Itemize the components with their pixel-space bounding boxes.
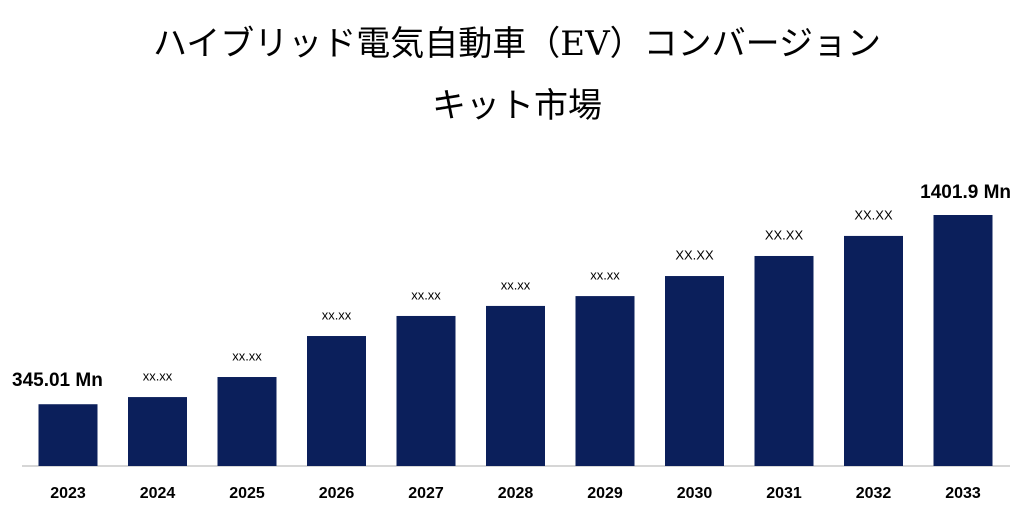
x-tick-label: 2023 (50, 485, 86, 502)
x-tick-label: 2028 (498, 485, 534, 502)
bar (396, 315, 456, 466)
bar (754, 255, 814, 466)
bar (217, 377, 277, 466)
x-tick-label: 2030 (677, 485, 713, 502)
bar (486, 305, 545, 466)
bar (933, 215, 993, 466)
value-label: xx.xx (322, 307, 352, 322)
x-tick-label: 2026 (319, 485, 355, 502)
value-label: xx.xx (232, 348, 262, 363)
value-label: 345.01 Mn (12, 370, 103, 391)
value-label: xx.xx (501, 277, 531, 292)
bar (844, 235, 903, 466)
x-tick-label: 2029 (587, 485, 623, 502)
value-label: XX.XX (854, 207, 893, 222)
bar (307, 336, 366, 466)
bar (38, 404, 98, 466)
x-tick-label: 2024 (140, 485, 176, 502)
x-tick-label: 2032 (856, 485, 892, 502)
x-tick-label: 2031 (766, 485, 802, 502)
bar (128, 397, 187, 466)
x-tick-label: 2033 (945, 485, 981, 502)
chart-title: キット市場 (432, 86, 602, 126)
value-label: xx.xx (143, 369, 173, 384)
value-label: xx.xx (411, 287, 441, 302)
value-label: xx.xx (590, 268, 620, 283)
bar (665, 276, 724, 466)
x-tick-label: 2025 (229, 485, 265, 502)
value-label: XX.XX (765, 227, 804, 242)
value-label: XX.XX (675, 247, 714, 262)
value-label: 1401.9 Mn (920, 182, 1011, 203)
x-tick-label: 2027 (408, 485, 444, 502)
bar (575, 296, 635, 466)
chart-title: ハイブリッド電気自動車（EV）コンバージョン (153, 24, 881, 64)
